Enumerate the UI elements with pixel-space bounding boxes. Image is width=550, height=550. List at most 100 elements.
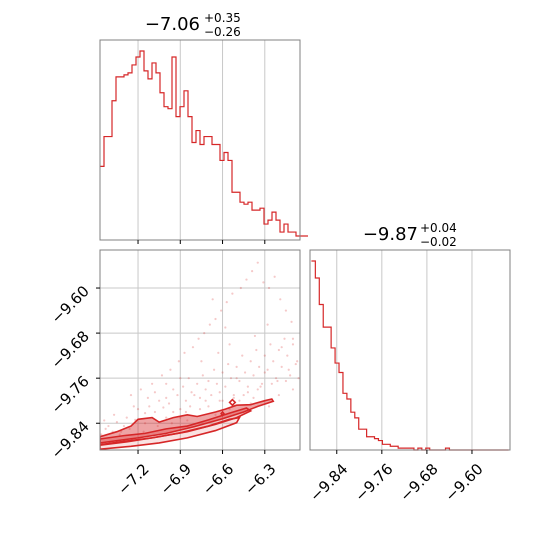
scatter-point — [238, 399, 241, 402]
scatter-point — [169, 368, 172, 371]
scatter-point — [176, 393, 179, 397]
scatter-point — [296, 360, 299, 363]
scatter-point — [297, 377, 300, 380]
scatter-point — [277, 348, 280, 352]
scatter-point — [289, 374, 292, 377]
scatter-point — [218, 391, 221, 394]
scatter-point — [252, 374, 255, 377]
scatter-point — [220, 309, 223, 312]
scatter-point — [179, 408, 182, 411]
scatter-point — [280, 365, 283, 369]
joint-x-tick-label: −6.9 — [157, 460, 195, 498]
panel-hist-param2: −9.84 −9.76 −9.68 −9.60 −9.87 +0.04 −0.02 — [306, 221, 511, 505]
scatter-point — [279, 298, 282, 301]
scatter-point — [165, 396, 168, 399]
scatter-point — [280, 346, 283, 349]
scatter-point — [184, 399, 188, 402]
joint-y-tick-label: −9.76 — [48, 372, 93, 417]
scatter-point — [186, 419, 189, 422]
scatter-point — [256, 261, 259, 264]
scatter-point — [221, 399, 224, 402]
scatter-point — [118, 433, 121, 436]
scatter-point — [255, 348, 258, 352]
scatter-point — [189, 405, 192, 408]
scatter-point — [269, 343, 272, 346]
scatter-point — [245, 278, 248, 281]
scatter-point — [211, 298, 214, 301]
scatter-point — [212, 368, 216, 371]
scatter-point — [241, 354, 244, 357]
joint-y-tick-label: −9.84 — [48, 417, 93, 462]
contour-island — [228, 398, 237, 407]
scatter-point — [203, 331, 206, 335]
joint-y-tick-label: −9.68 — [48, 327, 93, 372]
scatter-point — [148, 405, 151, 408]
scatter-point — [143, 411, 147, 415]
scatter-point — [270, 382, 273, 385]
scatter-point — [153, 410, 157, 414]
contour-level-3 — [100, 398, 275, 444]
scatter-point — [200, 360, 203, 363]
scatter-point — [179, 377, 182, 380]
scatter-point — [158, 399, 161, 402]
hist2-ticks: −9.84 −9.76 −9.68 −9.60 — [306, 450, 487, 505]
scatter-point — [153, 391, 157, 394]
scatter-point — [165, 382, 168, 385]
scatter-point — [132, 405, 135, 408]
joint-frame — [99, 249, 301, 451]
scatter-point — [143, 422, 147, 425]
scatter-point — [249, 360, 252, 363]
scatter-point — [190, 391, 193, 394]
scatter-point — [231, 292, 234, 295]
panel-joint: −7.2 −6.9 −6.6 −6.3 −9.60−9.68−9.76−9.84 — [48, 249, 301, 499]
scatter-point — [196, 382, 199, 385]
joint-scatter-points — [100, 261, 300, 436]
scatter-point — [259, 385, 262, 388]
hist2-step-line — [311, 260, 509, 451]
scatter-point — [253, 334, 257, 338]
scatter-point — [122, 424, 126, 428]
hist2-x-tick-label: −9.68 — [396, 460, 441, 505]
panel-hist-param1: −7.06 +0.35 −0.26 — [99, 11, 308, 244]
scatter-point — [191, 346, 195, 349]
scatter-point — [208, 323, 211, 326]
scatter-point — [181, 385, 185, 388]
scatter-point — [120, 430, 123, 433]
scatter-point — [238, 379, 241, 383]
scatter-point — [207, 405, 210, 408]
hist2-x-tick-label: −9.76 — [351, 460, 396, 505]
scatter-point — [286, 354, 289, 357]
scatter-point — [242, 393, 245, 397]
scatter-point — [258, 365, 261, 369]
scatter-point — [214, 317, 217, 321]
hist1-title-minus: −0.26 — [204, 25, 241, 39]
scatter-point — [139, 388, 142, 391]
scatter-point — [291, 343, 295, 346]
scatter-point — [187, 377, 190, 380]
hist1-frame — [99, 39, 301, 241]
scatter-point — [221, 371, 224, 374]
scatter-point — [266, 368, 269, 371]
scatter-point — [136, 408, 140, 411]
scatter-point — [266, 323, 269, 326]
scatter-point — [104, 427, 107, 430]
scatter-point — [224, 385, 227, 388]
scatter-point — [252, 396, 255, 399]
scatter-point — [246, 385, 249, 388]
scatter-point — [272, 360, 275, 363]
scatter-point — [167, 402, 171, 405]
scatter-point — [198, 408, 202, 411]
scatter-point — [263, 371, 266, 374]
scatter-point — [283, 337, 286, 340]
scatter-point — [129, 393, 133, 397]
hist2-title-plus: +0.04 — [420, 221, 457, 235]
scatter-point — [198, 396, 202, 399]
contour-island — [220, 410, 225, 417]
hist2-title: −9.87 — [363, 224, 418, 245]
scatter-point — [224, 326, 227, 329]
scatter-point — [146, 396, 149, 399]
scatter-point — [107, 424, 110, 428]
scatter-point — [276, 379, 279, 383]
scatter-point — [225, 301, 228, 304]
scatter-point — [142, 430, 145, 433]
